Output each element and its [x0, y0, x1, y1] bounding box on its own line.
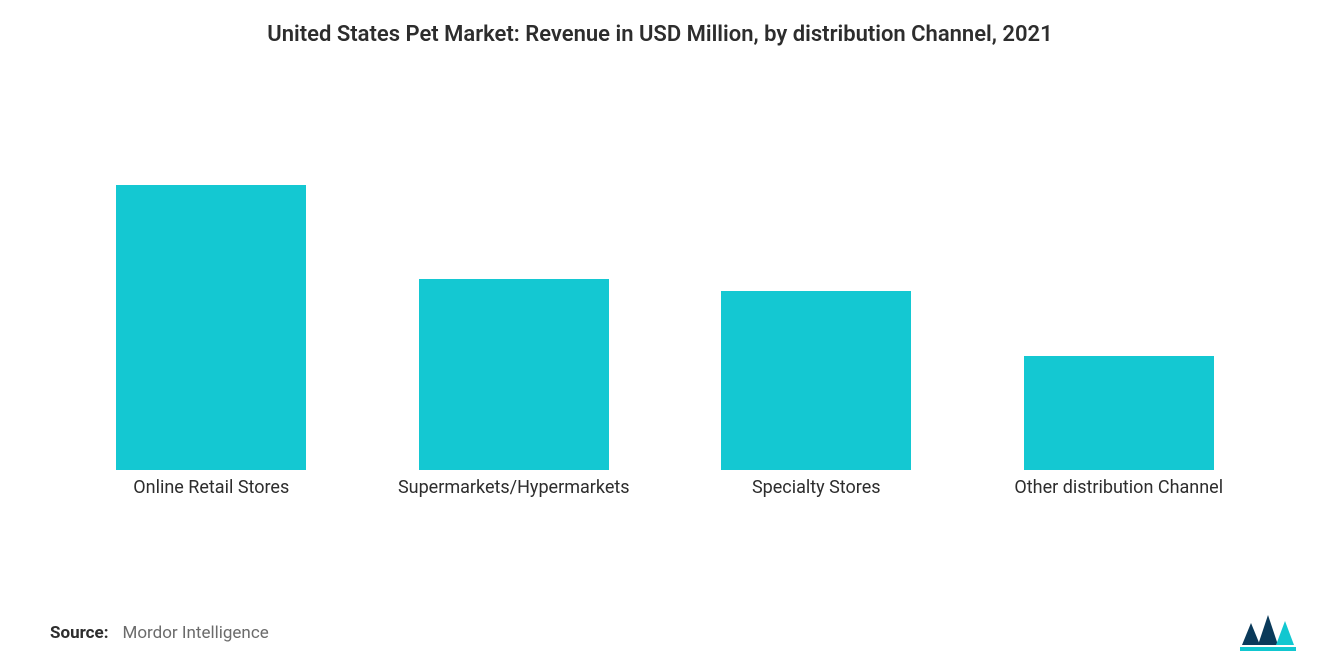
source-line: Source: Mordor Intelligence [50, 623, 269, 643]
plot-area [60, 100, 1270, 470]
logo-bar-2 [1258, 615, 1278, 645]
bar-online-retail [116, 185, 306, 470]
bar-supermarkets [419, 279, 609, 470]
bars-row [60, 100, 1270, 470]
logo-bars [1242, 615, 1294, 645]
source-value: Mordor Intelligence [122, 623, 268, 643]
logo-underline [1240, 647, 1296, 651]
x-axis-labels: Online Retail Stores Supermarkets/Hyperm… [60, 476, 1270, 500]
chart-container: United States Pet Market: Revenue in USD… [0, 0, 1320, 665]
bar-wrap-3 [968, 100, 1271, 470]
bar-wrap-2 [665, 100, 968, 470]
bar-label-0: Online Retail Stores [60, 476, 363, 500]
bar-wrap-0 [60, 100, 363, 470]
brand-logo-icon [1238, 611, 1298, 653]
bar-other [1024, 356, 1214, 470]
bar-wrap-1 [363, 100, 666, 470]
logo-bar-3 [1276, 621, 1294, 645]
bar-label-3: Other distribution Channel [968, 476, 1271, 500]
bar-label-1: Supermarkets/Hypermarkets [363, 476, 666, 500]
logo-bar-1 [1242, 623, 1260, 645]
bar-label-2: Specialty Stores [665, 476, 968, 500]
source-key: Source: [50, 623, 108, 643]
bar-specialty [721, 291, 911, 470]
chart-title: United States Pet Market: Revenue in USD… [0, 22, 1320, 47]
